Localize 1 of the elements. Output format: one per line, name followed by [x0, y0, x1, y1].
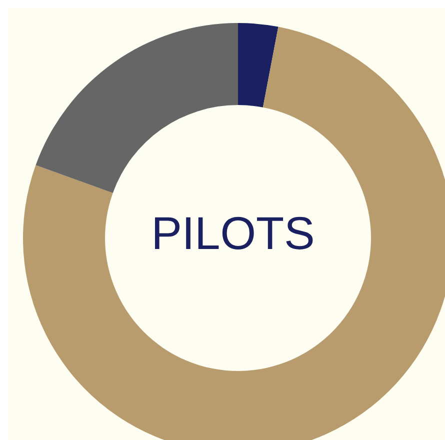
text: PILOTS: [151, 207, 315, 259]
